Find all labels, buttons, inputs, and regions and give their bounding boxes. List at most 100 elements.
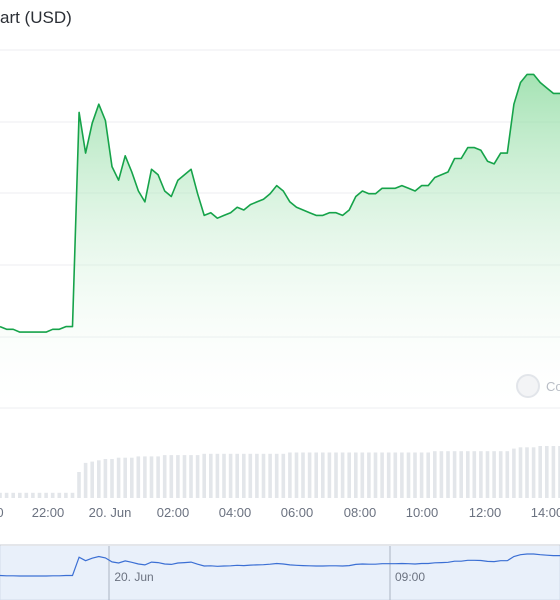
volume-bar <box>90 461 94 498</box>
volume-bar <box>512 448 516 498</box>
volume-bar <box>143 456 147 498</box>
volume-bar <box>334 452 338 498</box>
volume-bar <box>472 451 477 498</box>
volume-bar <box>0 492 2 498</box>
price-area-fill <box>0 74 560 409</box>
volume-bar <box>446 451 450 498</box>
x-axis-ticks: 0 22:00 20. Jun 02:00 04:00 06:00 08:00 10:00 12… <box>0 505 560 520</box>
navigator-tick-label: 20. Jun <box>114 570 153 584</box>
x-tick-label: 12:00 <box>469 505 502 520</box>
volume-bar <box>162 455 167 498</box>
volume-bar <box>169 455 174 498</box>
volume-bar <box>255 453 259 498</box>
volume-bar <box>439 451 444 498</box>
volume-bar <box>77 472 81 498</box>
navigator[interactable]: 20. Jun 09:00 <box>0 544 560 600</box>
x-tick-label: 02:00 <box>157 505 190 520</box>
x-tick-label: 0 <box>0 505 4 520</box>
x-tick-label: 08:00 <box>344 505 377 520</box>
volume-bar <box>31 492 35 498</box>
volume-bar <box>195 455 200 498</box>
volume-bar <box>413 452 417 498</box>
volume-bar <box>4 492 9 498</box>
volume-bar <box>452 451 457 498</box>
volume-bar <box>37 492 42 498</box>
volume-bar <box>558 446 560 498</box>
volume-bar <box>545 446 549 498</box>
volume-bar <box>426 452 430 498</box>
volume-bar <box>393 452 398 498</box>
volume-bar <box>222 453 226 498</box>
price-line <box>0 73 560 333</box>
x-tick-label: 04:00 <box>219 505 252 520</box>
volume-bar <box>525 447 529 498</box>
volume-bar <box>498 451 503 498</box>
volume-bar <box>235 453 239 498</box>
volume-bar <box>268 453 272 498</box>
price-area <box>0 74 560 409</box>
x-tick-label: 10:00 <box>406 505 439 520</box>
volume-bar <box>274 453 279 498</box>
volume-bar <box>182 455 187 498</box>
volume-bar <box>242 453 246 498</box>
volume-bar <box>347 452 351 498</box>
volume-bar <box>485 451 490 498</box>
volume-bar <box>103 459 108 498</box>
volume-bar <box>130 457 134 498</box>
volume-bar <box>505 451 510 498</box>
volume-bar <box>288 452 292 498</box>
volume-bar <box>50 492 55 498</box>
volume-bar <box>83 462 88 498</box>
x-tick-label: 14:00 <box>531 505 560 520</box>
volume-bar <box>189 455 193 498</box>
volume-bar <box>419 452 424 498</box>
volume-bar <box>202 453 206 498</box>
volume-bar <box>149 456 154 498</box>
volume-bar <box>116 457 121 498</box>
volume-bar <box>281 453 286 498</box>
navigator-series-line <box>0 553 560 577</box>
volume-bar <box>64 492 68 498</box>
volume-bar <box>466 451 470 498</box>
x-tick-label: 20. Jun <box>89 505 132 520</box>
x-tick-label: 06:00 <box>281 505 314 520</box>
volume-bar <box>110 459 114 498</box>
volume-bar <box>354 452 358 498</box>
volume-bar <box>209 453 213 498</box>
navigator-tick-label: 09:00 <box>395 570 425 584</box>
volume-bar <box>433 451 437 498</box>
volume-bar <box>11 492 15 498</box>
volume-bar <box>459 451 463 498</box>
volume-bar <box>44 492 48 498</box>
volume-bar <box>314 452 318 498</box>
coingecko-logo-icon <box>516 374 540 398</box>
volume-bar <box>176 455 180 498</box>
volume-bar <box>373 452 378 498</box>
volume-bar <box>228 453 233 498</box>
volume-bar <box>531 447 536 498</box>
navigator-selected-range[interactable] <box>0 546 560 600</box>
volume-bar <box>97 460 101 498</box>
navigator-line <box>0 553 560 577</box>
volume-bar <box>400 452 404 498</box>
volume-bar <box>406 452 411 498</box>
volume-bar <box>294 452 299 498</box>
volume-bar <box>307 452 312 498</box>
volume-bar <box>70 492 75 498</box>
volume-bar <box>479 451 483 498</box>
volume-bar <box>340 452 345 498</box>
volume-bar <box>386 452 391 498</box>
navigator-ticks: 20. Jun 09:00 <box>114 570 425 584</box>
volume-bar <box>136 456 141 498</box>
volume-bar <box>492 451 496 498</box>
volume-bar <box>248 453 253 498</box>
volume-bar <box>551 446 556 498</box>
volume-bar <box>327 452 332 498</box>
volume-bar <box>123 457 127 498</box>
volume-bar <box>380 452 384 498</box>
chart-title: art (USD) <box>0 8 72 27</box>
watermark: Co <box>516 374 560 398</box>
x-tick-label: 22:00 <box>32 505 65 520</box>
volume-bar <box>24 492 29 498</box>
